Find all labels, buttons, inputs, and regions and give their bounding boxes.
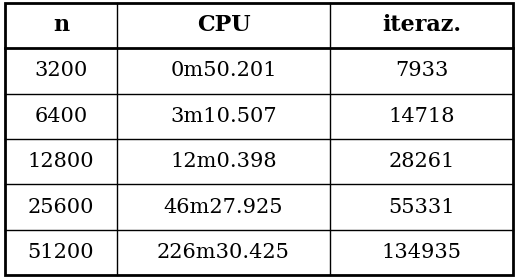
Text: 12m0.398: 12m0.398	[170, 152, 277, 171]
Text: n: n	[53, 14, 69, 36]
Text: 134935: 134935	[381, 243, 462, 262]
Text: 25600: 25600	[28, 198, 94, 217]
Text: iteraz.: iteraz.	[382, 14, 461, 36]
Text: 51200: 51200	[27, 243, 94, 262]
Text: 6400: 6400	[34, 107, 88, 126]
Text: 46m27.925: 46m27.925	[164, 198, 283, 217]
Text: 226m30.425: 226m30.425	[157, 243, 290, 262]
Text: 3200: 3200	[34, 61, 88, 80]
Text: 28261: 28261	[388, 152, 455, 171]
Text: 55331: 55331	[388, 198, 455, 217]
Text: 12800: 12800	[27, 152, 94, 171]
Text: 3m10.507: 3m10.507	[170, 107, 277, 126]
Text: 14718: 14718	[388, 107, 455, 126]
Text: 0m50.201: 0m50.201	[170, 61, 277, 80]
Text: CPU: CPU	[197, 14, 250, 36]
Text: 7933: 7933	[395, 61, 448, 80]
